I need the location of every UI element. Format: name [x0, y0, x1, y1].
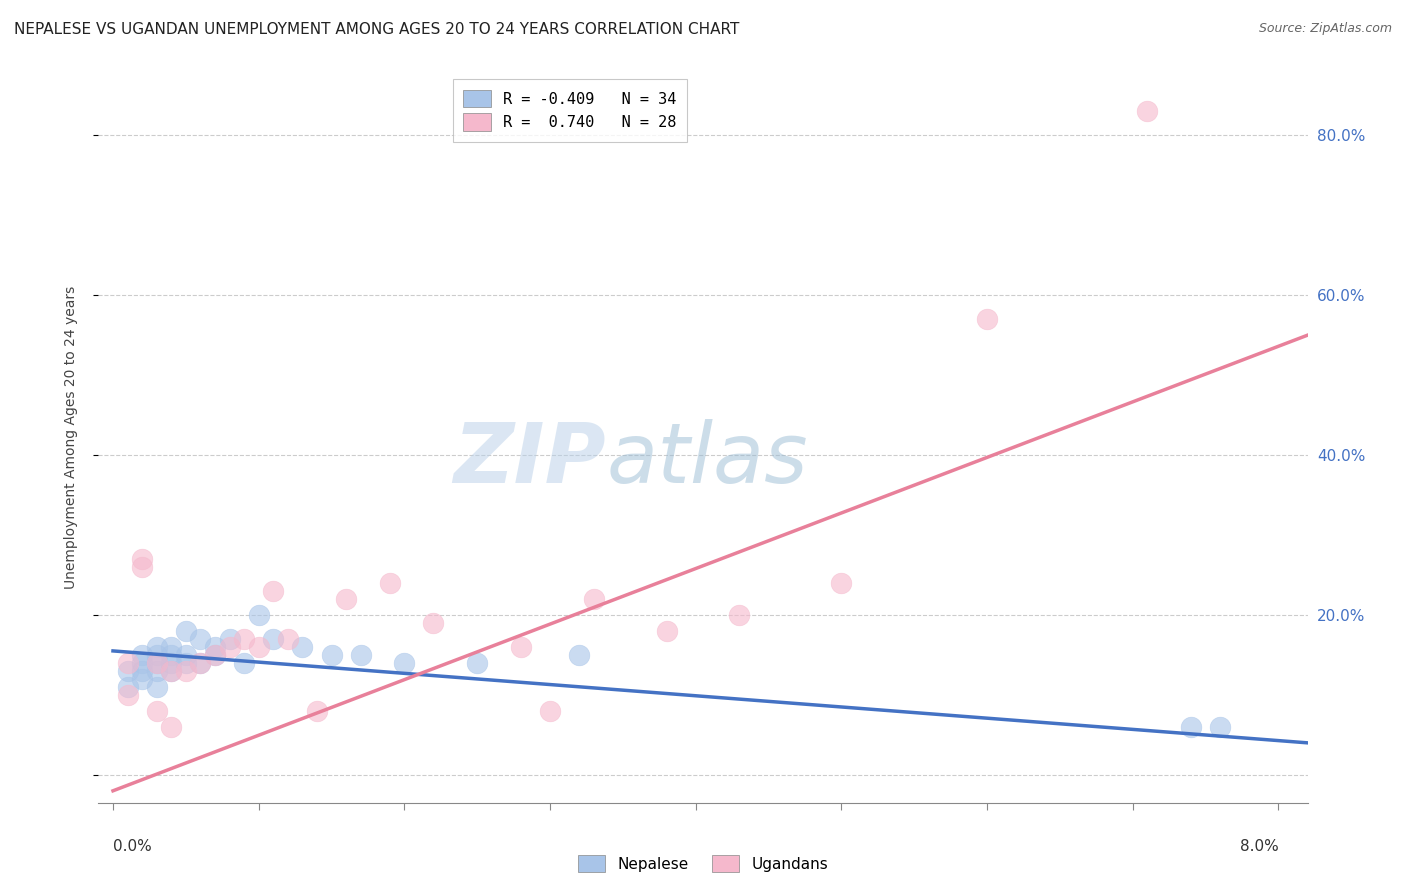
Point — [465, 656, 488, 670]
Legend: Nepalese, Ugandans: Nepalese, Ugandans — [571, 847, 835, 880]
Point — [160, 720, 183, 734]
Point — [582, 591, 605, 606]
Point — [190, 656, 212, 670]
Point — [830, 576, 852, 591]
Point — [204, 648, 226, 662]
Point — [131, 672, 153, 686]
Point — [277, 632, 299, 646]
Text: Source: ZipAtlas.com: Source: ZipAtlas.com — [1258, 22, 1392, 36]
Text: atlas: atlas — [606, 418, 808, 500]
Point — [728, 607, 751, 622]
Point — [976, 312, 998, 326]
Point — [568, 648, 591, 662]
Point — [117, 664, 139, 678]
Point — [305, 704, 328, 718]
Text: NEPALESE VS UGANDAN UNEMPLOYMENT AMONG AGES 20 TO 24 YEARS CORRELATION CHART: NEPALESE VS UGANDAN UNEMPLOYMENT AMONG A… — [14, 22, 740, 37]
Point — [247, 640, 270, 654]
Point — [190, 632, 212, 646]
Point — [1209, 720, 1232, 734]
Point — [145, 656, 167, 670]
Point — [509, 640, 531, 654]
Point — [291, 640, 314, 654]
Point — [145, 680, 167, 694]
Y-axis label: Unemployment Among Ages 20 to 24 years: Unemployment Among Ages 20 to 24 years — [63, 285, 77, 589]
Point — [145, 656, 167, 670]
Text: 8.0%: 8.0% — [1240, 838, 1278, 854]
Point — [174, 656, 197, 670]
Point — [117, 656, 139, 670]
Point — [117, 680, 139, 694]
Point — [160, 664, 183, 678]
Point — [538, 704, 561, 718]
Point — [350, 648, 373, 662]
Point — [174, 664, 197, 678]
Text: 0.0%: 0.0% — [112, 838, 152, 854]
Point — [160, 664, 183, 678]
Point — [131, 656, 153, 670]
Point — [145, 664, 167, 678]
Point — [1136, 104, 1159, 119]
Point — [117, 688, 139, 702]
Point — [145, 640, 167, 654]
Point — [160, 648, 183, 662]
Point — [131, 664, 153, 678]
Point — [131, 560, 153, 574]
Point — [218, 632, 240, 646]
Legend: R = -0.409   N = 34, R =  0.740   N = 28: R = -0.409 N = 34, R = 0.740 N = 28 — [453, 79, 688, 142]
Point — [160, 656, 183, 670]
Point — [131, 648, 153, 662]
Point — [321, 648, 343, 662]
Point — [247, 607, 270, 622]
Point — [204, 640, 226, 654]
Point — [204, 648, 226, 662]
Point — [378, 576, 401, 591]
Point — [655, 624, 678, 638]
Point — [394, 656, 416, 670]
Point — [218, 640, 240, 654]
Point — [174, 624, 197, 638]
Point — [145, 648, 167, 662]
Text: ZIP: ZIP — [454, 418, 606, 500]
Point — [131, 552, 153, 566]
Point — [190, 656, 212, 670]
Point — [145, 704, 167, 718]
Point — [262, 584, 284, 599]
Point — [422, 615, 444, 630]
Point — [233, 632, 256, 646]
Point — [174, 648, 197, 662]
Point — [335, 591, 357, 606]
Point — [160, 640, 183, 654]
Point — [1180, 720, 1202, 734]
Point — [233, 656, 256, 670]
Point — [262, 632, 284, 646]
